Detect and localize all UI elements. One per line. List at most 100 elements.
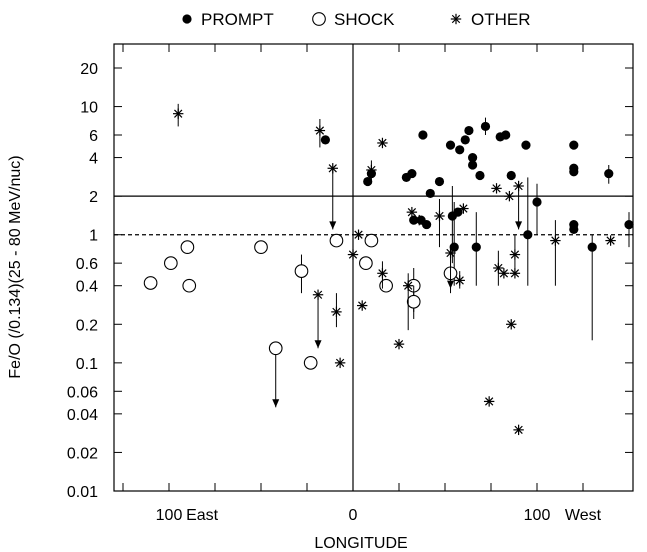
- plot-frame: [113, 43, 634, 492]
- shock-point: [303, 356, 318, 370]
- prompt-point: [475, 170, 485, 181]
- prompt-point: [445, 140, 456, 150]
- other-point: [491, 183, 502, 194]
- y-tick-label: 20: [80, 61, 98, 78]
- other-point: [334, 357, 346, 369]
- prompt-point: [480, 121, 491, 132]
- prompt-point: [320, 135, 330, 145]
- prompt-point: [604, 168, 614, 179]
- other-point: [347, 249, 359, 260]
- prompt-point: [471, 242, 481, 252]
- x-tick-label: 0: [349, 507, 358, 524]
- prompt-point: [587, 242, 597, 252]
- data-marks: [143, 103, 634, 436]
- other-point: [513, 424, 524, 436]
- other-point: [406, 206, 418, 218]
- other-point: [458, 203, 469, 214]
- legend-entry-shock: SHOCK: [312, 10, 395, 29]
- prompt-point: [363, 176, 373, 187]
- prompt-point: [409, 215, 419, 225]
- x-tick-label: 100: [156, 507, 183, 524]
- y-tick-label: 1: [89, 228, 98, 245]
- other-point: [506, 319, 517, 330]
- other-point: [366, 164, 377, 176]
- legend-marker-filled-circle: [182, 14, 192, 24]
- other-point: [377, 268, 388, 279]
- y-tick-label: 0.6: [76, 256, 98, 273]
- other-point: [483, 396, 495, 407]
- prompt-point: [449, 242, 459, 252]
- prompt-point: [460, 135, 470, 145]
- prompt-point: [523, 230, 533, 240]
- shock-point: [182, 278, 197, 293]
- x-tick-label: East: [186, 507, 219, 524]
- legend-label: PROMPT: [201, 10, 274, 29]
- prompt-point: [624, 219, 634, 230]
- prompt-point: [468, 160, 478, 170]
- shock-point: [364, 233, 379, 248]
- prompt-point: [569, 167, 579, 177]
- prompt-point: [569, 140, 579, 150]
- y-tick-label: 6: [89, 128, 98, 145]
- shock-point: [254, 240, 268, 254]
- shock-point: [268, 341, 283, 356]
- legend-entry-prompt: PROMPT: [182, 10, 274, 29]
- shock-point: [406, 294, 421, 309]
- other-point: [509, 268, 521, 279]
- shock-point: [359, 256, 373, 270]
- prompt-point: [569, 224, 579, 235]
- y-tick-label: 2: [89, 189, 98, 206]
- y-axis-label: Fe/O (/0.134)(25 - 80 MeV/nuc): [7, 155, 24, 378]
- other-point: [513, 180, 524, 192]
- other-point: [504, 190, 515, 202]
- prompt-point: [468, 152, 478, 163]
- x-axis-label: LONGITUDE: [314, 535, 407, 552]
- y-tick-label: 0.1: [76, 356, 98, 373]
- y-tick-label: 10: [80, 100, 98, 117]
- other-point: [331, 306, 342, 318]
- other-point: [445, 247, 456, 259]
- y-tick-label: 0.06: [67, 384, 98, 401]
- y-tick-label: 0.4: [76, 279, 98, 296]
- other-point: [377, 137, 388, 149]
- other-point: [550, 235, 561, 246]
- prompt-point: [532, 197, 542, 207]
- other-upper-limit-arrow: [314, 340, 322, 349]
- legend: PROMPT SHOCK OTHER: [182, 10, 531, 29]
- y-tick-label: 0.04: [67, 407, 98, 424]
- other-point: [173, 108, 184, 119]
- other-upper-limit-arrow: [447, 280, 455, 289]
- other-point: [393, 338, 405, 350]
- prompt-point: [506, 170, 516, 181]
- shock-point: [180, 240, 195, 254]
- prompt-point: [455, 145, 465, 155]
- x-tick-label: 100: [524, 507, 551, 524]
- other-point: [353, 229, 364, 240]
- shock-point: [294, 264, 309, 278]
- other-point: [434, 210, 445, 222]
- other-point: [498, 268, 510, 279]
- other-point: [414, 214, 425, 226]
- shock-upper-limit-arrow: [272, 399, 280, 408]
- other-point: [312, 289, 324, 300]
- legend-entry-other: OTHER: [450, 10, 531, 29]
- other-point: [357, 300, 368, 311]
- prompt-point: [464, 125, 474, 136]
- shock-point: [143, 276, 158, 290]
- other-point: [314, 125, 326, 136]
- legend-label: SHOCK: [334, 10, 395, 29]
- prompt-point: [422, 219, 432, 230]
- x-tick-label: West: [565, 507, 602, 524]
- prompt-point: [418, 130, 428, 140]
- legend-label: OTHER: [471, 10, 531, 29]
- other-upper-limit-arrow: [329, 221, 337, 230]
- y-tick-label: 4: [89, 151, 98, 168]
- other-point: [403, 280, 414, 291]
- other-point: [509, 249, 521, 260]
- legend-marker-asterisk: [450, 13, 462, 25]
- prompt-point: [521, 140, 531, 150]
- other-point: [327, 163, 338, 174]
- other-point: [605, 235, 616, 246]
